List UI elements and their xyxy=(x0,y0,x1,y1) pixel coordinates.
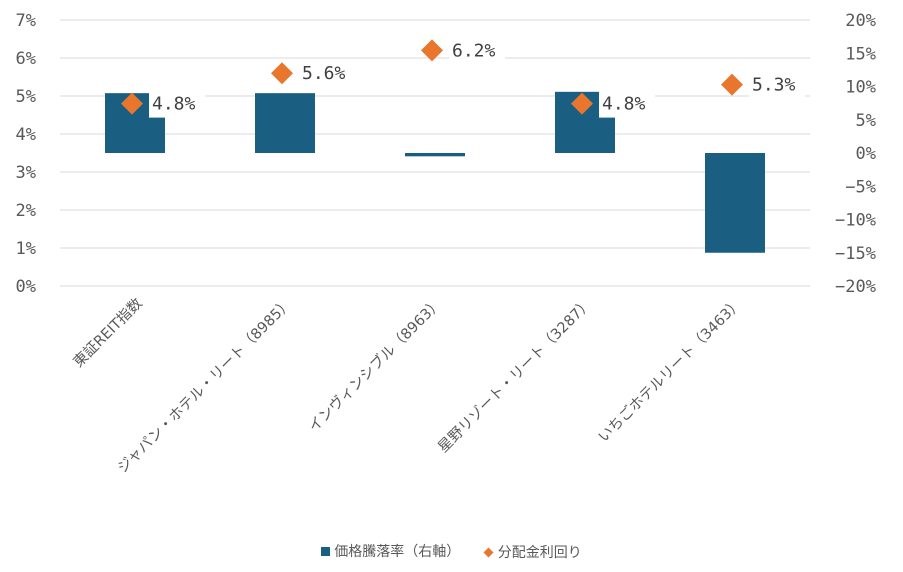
right-tick-label: 10% xyxy=(845,78,876,98)
right-tick-label: 20% xyxy=(845,11,876,31)
legend: 価格騰落率（右軸） 分配金利回り xyxy=(0,541,903,562)
category-label: 東証REIT指数 xyxy=(70,294,146,370)
legend-diamond-icon xyxy=(483,547,494,557)
marker-point xyxy=(271,62,293,85)
category-label: 星野リゾート・リート（3287） xyxy=(435,295,596,456)
data-label-box xyxy=(299,59,355,88)
data-label: 5.3% xyxy=(752,75,796,96)
legend-label-bars: 価格騰落率（右軸） xyxy=(334,544,461,560)
marker-point xyxy=(571,92,593,115)
bar xyxy=(255,93,315,153)
data-label: 4.8% xyxy=(602,94,646,115)
data-label: 5.6% xyxy=(302,63,346,84)
right-tick-label: −10% xyxy=(835,211,876,231)
right-axis: −20% −15% −10% −5% 0% 5% 10% 15% 20% xyxy=(835,11,876,297)
right-tick-label: 5% xyxy=(856,111,876,131)
data-label: 4.8% xyxy=(152,94,196,115)
left-tick-label: 5% xyxy=(16,87,36,107)
legend-label-markers: 分配金利回り xyxy=(497,545,582,561)
right-tick-label: −15% xyxy=(835,244,876,264)
category-label: ジャパン・ホテル・リート（8985） xyxy=(114,295,296,477)
category-label: いちごホテルリート（3463） xyxy=(595,295,746,446)
legend-item-bars: 価格騰落率（右軸） xyxy=(321,541,460,561)
chart: 4.8% 5.6% 6.2% 4.8% 5.3% 0% 1% 2% 3% 4% 5% 6% 7% −2… xyxy=(16,11,876,476)
marker-point xyxy=(721,73,743,96)
marker-series: 4.8% 5.6% 6.2% 4.8% 5.3% xyxy=(121,36,805,118)
left-tick-label: 1% xyxy=(16,239,36,259)
left-axis: 0% 1% 2% 3% 4% 5% 6% 7% xyxy=(16,11,36,297)
data-label-box xyxy=(599,89,655,118)
right-tick-label: 15% xyxy=(845,44,876,64)
marker-point xyxy=(421,39,443,62)
data-label-box xyxy=(449,36,505,65)
bar xyxy=(705,153,765,253)
bar xyxy=(405,153,465,157)
legend-item-markers: 分配金利回り xyxy=(483,542,582,562)
legend-square-icon xyxy=(321,546,331,556)
left-tick-label: 2% xyxy=(16,201,36,221)
left-tick-label: 7% xyxy=(16,11,36,31)
data-label-box xyxy=(749,70,805,99)
right-tick-label: −20% xyxy=(835,277,876,297)
category-label: インヴィンシブル（8963） xyxy=(304,294,445,435)
marker-point xyxy=(121,92,143,115)
right-tick-label: −5% xyxy=(845,177,876,197)
left-tick-label: 4% xyxy=(16,125,36,145)
left-tick-label: 6% xyxy=(16,49,36,69)
left-tick-label: 3% xyxy=(16,163,36,183)
data-label-box xyxy=(149,89,205,118)
data-label: 6.2% xyxy=(452,40,496,61)
right-tick-label: 0% xyxy=(856,144,876,164)
left-tick-label: 0% xyxy=(16,277,36,297)
